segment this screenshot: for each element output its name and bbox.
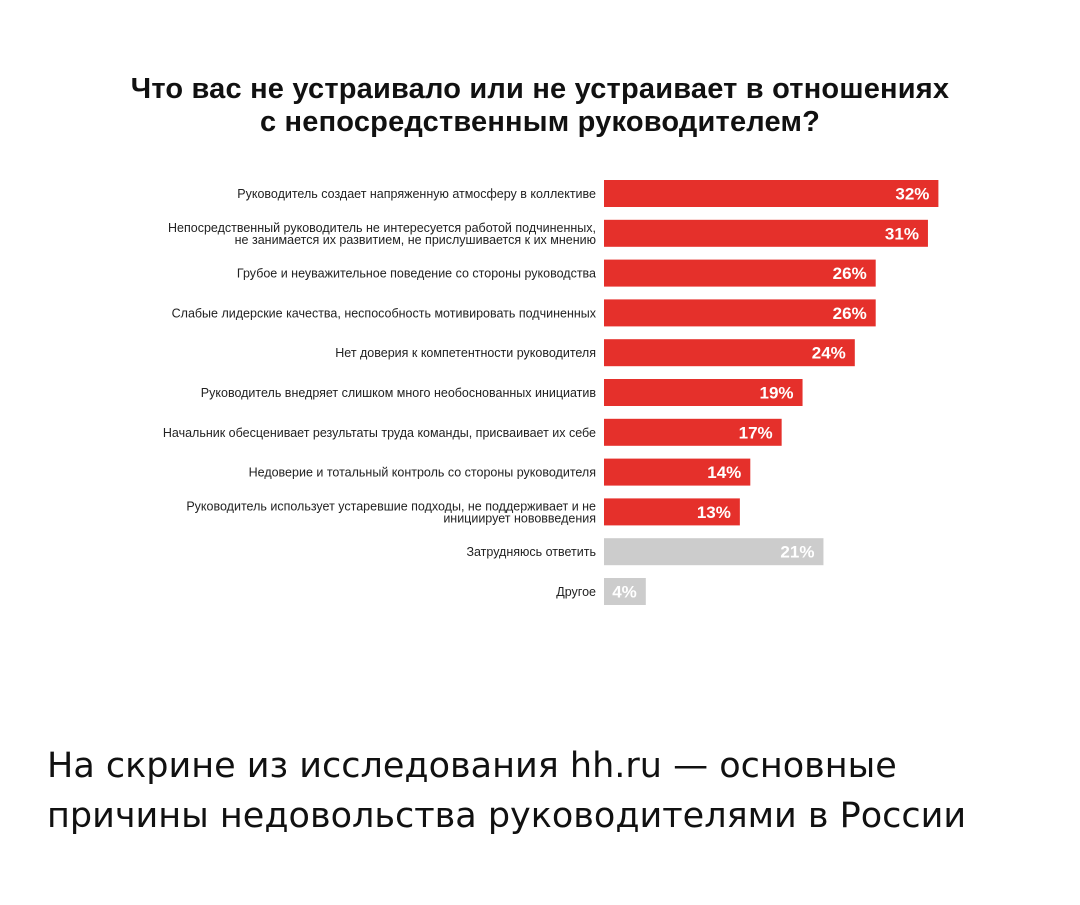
- data-label-5: 24%: [812, 344, 846, 363]
- category-label-5-line-1: Нет доверия к компетентности руководител…: [335, 346, 596, 360]
- bar-11: [604, 578, 646, 605]
- data-label-8: 14%: [707, 463, 741, 482]
- data-label-4: 26%: [833, 304, 867, 323]
- data-label-6: 19%: [760, 384, 794, 403]
- category-label-1-line-1: Руководитель создает напряженную атмосфе…: [237, 187, 596, 201]
- category-label-9: Руководитель использует устаревшие подхо…: [186, 499, 596, 525]
- category-label-8: Недоверие и тотальный контроль со сторон…: [249, 466, 596, 480]
- category-label-10: Затрудняюсь ответить: [466, 545, 596, 559]
- bar-3: [604, 259, 876, 287]
- data-label-1: 32%: [895, 185, 929, 204]
- data-label-3: 26%: [833, 264, 867, 283]
- bar-10: [604, 538, 824, 566]
- category-label-1: Руководитель создает напряженную атмосфе…: [237, 187, 596, 201]
- category-label-11: Другое: [556, 585, 596, 599]
- bar-6: [604, 379, 803, 406]
- bar-9: [604, 498, 740, 526]
- bar-8: [604, 458, 751, 486]
- chart-title: Что вас не устраивало или не устраивает …: [0, 73, 1080, 139]
- category-label-10-line-1: Затрудняюсь ответить: [466, 545, 596, 559]
- bar-chart: 32% Руководитель создает напряженную атмо…: [163, 180, 939, 605]
- category-label-2-line-1: Непосредственный руководитель не интерес…: [168, 221, 596, 235]
- data-label-7: 17%: [739, 423, 773, 442]
- bar-4: [604, 299, 876, 327]
- data-label-2: 31%: [885, 224, 919, 243]
- bar-2: [604, 219, 928, 247]
- category-label-5: Нет доверия к компетентности руководител…: [335, 346, 596, 360]
- bar-5: [604, 339, 855, 367]
- caption-line-2: причины недовольства руководителями в Ро…: [47, 796, 967, 836]
- chart-title-line-1: Что вас не устраивало или не устраивает …: [130, 73, 950, 105]
- caption: На скрине из исследования hh.ru — основн…: [47, 741, 1067, 841]
- category-label-4-line-1: Слабые лидерские качества, неспособность…: [172, 306, 597, 320]
- category-label-3-line-1: Грубое и неуважительное поведение со сто…: [237, 267, 596, 281]
- category-label-9-line-1: Руководитель использует устаревшие подхо…: [186, 499, 596, 513]
- category-label-8-line-1: Недоверие и тотальный контроль со сторон…: [249, 466, 596, 480]
- category-label-7: Начальник обесценивает результаты труда …: [163, 426, 596, 440]
- category-label-2-line-2: не занимается их развитием, не прислушив…: [235, 233, 596, 247]
- category-label-3: Грубое и неуважительное поведение со сто…: [237, 267, 596, 281]
- data-label-11: 4%: [612, 583, 637, 602]
- data-label-9: 13%: [697, 503, 731, 522]
- caption-line-1: На скрине из исследования hh.ru — основн…: [47, 746, 897, 786]
- category-label-11-line-1: Другое: [556, 585, 596, 599]
- category-label-6-line-1: Руководитель внедряет слишком много необ…: [201, 386, 597, 400]
- bar-1: [604, 180, 939, 207]
- bar-7: [604, 418, 782, 446]
- category-label-6: Руководитель внедряет слишком много необ…: [201, 386, 597, 400]
- chart-title-line-2: с непосредственным руководителем?: [259, 106, 821, 138]
- category-label-2: Непосредственный руководитель не интерес…: [168, 221, 596, 247]
- category-label-4: Слабые лидерские качества, неспособность…: [172, 306, 597, 320]
- data-label-10: 21%: [780, 543, 814, 562]
- category-label-9-line-2: инициирует нововведения: [443, 511, 596, 525]
- category-label-7-line-1: Начальник обесценивает результаты труда …: [163, 426, 596, 440]
